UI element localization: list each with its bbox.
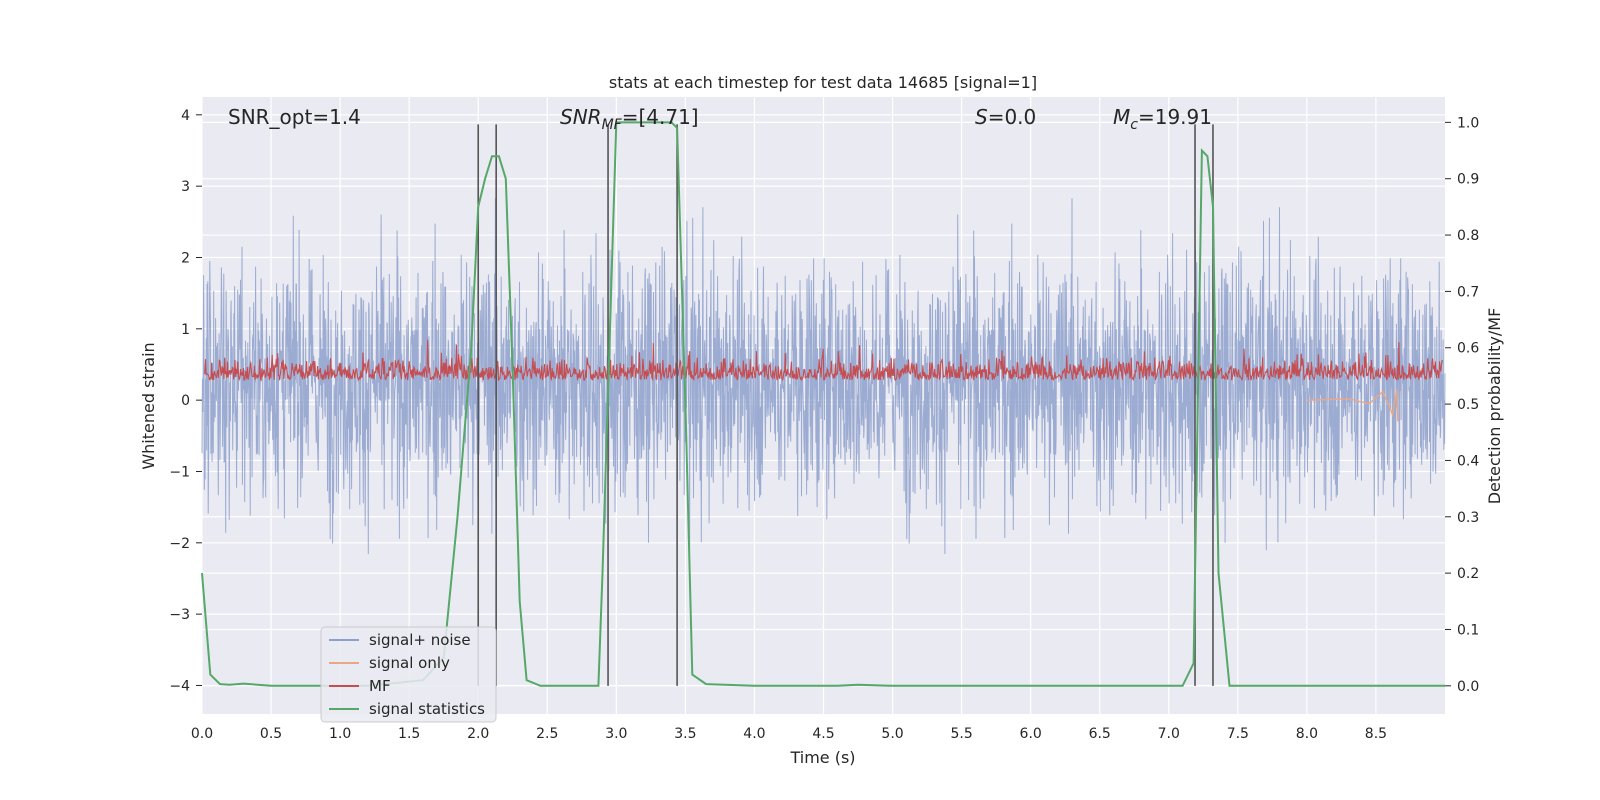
legend-label-mf: MF	[369, 677, 391, 695]
x-tick-label: 5.5	[950, 726, 972, 742]
legend-label-signal-noise: signal+ noise	[369, 631, 471, 649]
x-tick-label: 7.0	[1158, 726, 1180, 742]
annotation-snr-mf-sub: MF	[602, 117, 623, 133]
legend-box	[320, 626, 497, 723]
x-tick-label: 0.5	[260, 726, 282, 742]
y-right-tick-label: 0.0	[1457, 679, 1479, 695]
annotation-mc-value: =19.91	[1138, 105, 1212, 129]
y-right-tick-label: 0.1	[1457, 622, 1479, 638]
series-mf	[204, 339, 1443, 382]
y-right-tick-label: 0.8	[1457, 228, 1479, 244]
legend-label-signal-only: signal only	[369, 654, 450, 672]
annotation-snr-mf: SNRMF=[4.71]	[560, 105, 699, 133]
annotation-s: S=0.0	[975, 105, 1036, 129]
y-tick-label: 0	[181, 393, 190, 409]
x-tick-label: 3.0	[605, 726, 627, 742]
legend-label-signal-statistics: signal statistics	[369, 700, 485, 718]
y-tick-label: 1	[181, 322, 190, 338]
y-axis-label: Whitened strain	[139, 342, 158, 469]
y-right-tick-label: 0.3	[1457, 510, 1479, 526]
x-tick-label: 6.0	[1020, 726, 1042, 742]
x-axis-label: Time (s)	[789, 748, 855, 767]
x-tick-label: 7.5	[1227, 726, 1249, 742]
annotation-s-value: =0.0	[988, 105, 1037, 129]
signal-only-line	[1306, 389, 1399, 422]
annotation-snr-opt: SNR_opt=1.4	[228, 105, 361, 129]
y-tick-label: −4	[169, 678, 190, 694]
annotation-mc: Mc=19.91	[1113, 105, 1212, 133]
series-signal-only	[1306, 389, 1399, 422]
x-tick-label: 0.0	[191, 726, 213, 742]
x-tick-label: 4.0	[743, 726, 765, 742]
legend: signal+ noise signal only MF signal stat…	[320, 626, 497, 723]
x-tick-label: 6.5	[1089, 726, 1111, 742]
signal-noise-line	[201, 198, 1446, 555]
y-right-tick-label: 0.7	[1457, 284, 1479, 300]
x-tick-label: 4.5	[812, 726, 834, 742]
y-tick-label: 2	[181, 250, 190, 266]
x-tick-label: 1.5	[398, 726, 420, 742]
y-tick-label: −3	[169, 607, 190, 623]
y-tick-label: 4	[181, 108, 190, 124]
mf-line	[204, 339, 1443, 382]
y-right-tick-label: 0.4	[1457, 453, 1479, 469]
y-right-tick-label: 0.5	[1457, 397, 1479, 413]
x-tick-label: 3.5	[674, 726, 696, 742]
y-right-tick-label: 0.2	[1457, 566, 1479, 582]
annotation-mc-var: M	[1113, 105, 1130, 129]
ticks: 0.0 0.5 1.0 1.5 2.0 2.5 3.0 3.5 4.0 4.5 5.0 5.5 6.0 6…	[169, 108, 1479, 742]
x-tick-label: 8.5	[1365, 726, 1387, 742]
y-tick-label: −2	[169, 536, 190, 552]
series-signal-noise	[201, 198, 1446, 555]
y-right-tick-label: 0.6	[1457, 341, 1479, 357]
annotation-s-var: S	[975, 105, 988, 129]
y-axis-right-label: Detection probability/MF	[1485, 308, 1504, 505]
x-tick-label: 8.0	[1296, 726, 1318, 742]
x-tick-label: 2.0	[467, 726, 489, 742]
y-right-tick-label: 1.0	[1457, 115, 1479, 131]
annotation-snr-mf-var: SNR	[560, 105, 602, 129]
chart-title: stats at each timestep for test data 146…	[609, 73, 1037, 92]
y-tick-label: 3	[181, 179, 190, 195]
y-tick-label: −1	[169, 464, 190, 480]
x-tick-label: 5.0	[881, 726, 903, 742]
x-tick-label: 1.0	[329, 726, 351, 742]
x-tick-label: 2.5	[536, 726, 558, 742]
annotation-mc-sub: c	[1130, 117, 1138, 133]
annotation-snr-mf-value: =[4.71]	[622, 105, 699, 129]
y-right-tick-label: 0.9	[1457, 172, 1479, 188]
